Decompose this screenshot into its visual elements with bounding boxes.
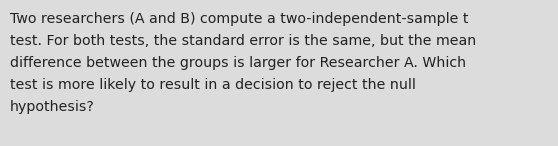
Text: difference between the groups is larger for Researcher A. Which: difference between the groups is larger …: [10, 56, 466, 70]
Text: test. For both tests, the standard error is the same, but the mean: test. For both tests, the standard error…: [10, 34, 476, 48]
Text: Two researchers (A and B) compute a two-independent-sample t: Two researchers (A and B) compute a two-…: [10, 12, 469, 26]
Text: test is more likely to result in a decision to reject the null: test is more likely to result in a decis…: [10, 78, 416, 92]
Text: hypothesis?: hypothesis?: [10, 100, 95, 114]
